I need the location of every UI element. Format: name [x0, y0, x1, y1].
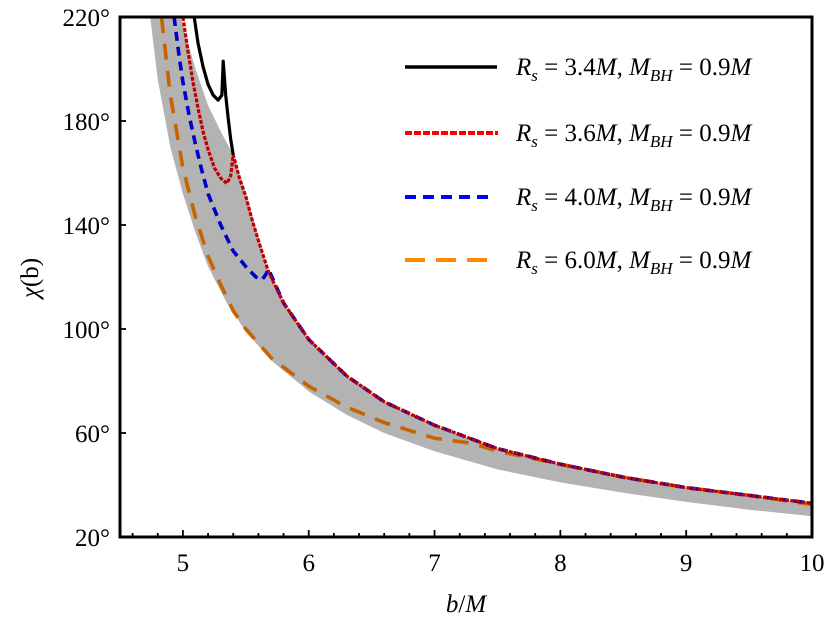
plot-frame: [118, 15, 814, 539]
y-tick-label: 220°: [63, 5, 111, 32]
legend-item-2: Rs = 3.6M, MBH = 0.9M: [405, 120, 752, 151]
legend-item-4: Rs = 6.0M, MBH = 0.9M: [405, 247, 752, 278]
axis-ticks: [120, 16, 813, 538]
series-line-2: [181, 17, 812, 505]
legend-label: Rs = 6.0M, MBH = 0.9M: [515, 247, 752, 278]
legend-label: Rs = 4.0M, MBH = 0.9M: [515, 184, 752, 215]
legend-item-3: Rs = 4.0M, MBH = 0.9M: [405, 184, 752, 215]
x-tick-label: 7: [428, 550, 441, 577]
y-tick-labels: 20° 60° 100° 140° 180° 220°: [63, 5, 111, 552]
x-tick-label: 6: [302, 550, 315, 577]
y-tick-label: 20°: [75, 525, 110, 552]
legend-label: Rs = 3.6M, MBH = 0.9M: [515, 120, 752, 151]
y-tick-label: 140°: [63, 213, 111, 240]
y-tick-label: 60°: [75, 421, 110, 448]
x-tick-label: 8: [554, 550, 567, 577]
y-tick-label: 100°: [63, 317, 111, 344]
legend: Rs = 3.4M, MBH = 0.9M Rs = 3.6M, MBH = 0.…: [405, 54, 752, 278]
legend-item-1: Rs = 3.4M, MBH = 0.9M: [405, 54, 752, 85]
data-series: [159, 17, 812, 507]
x-tick-label: 9: [680, 550, 693, 577]
series-line-1: [192, 17, 235, 156]
legend-label: Rs = 3.4M, MBH = 0.9M: [515, 54, 752, 85]
x-tick-labels: 5 6 7 8 9 10: [177, 550, 825, 577]
x-axis-label: b/M: [446, 591, 487, 618]
y-tick-label: 180°: [63, 109, 111, 136]
x-tick-label: 10: [800, 550, 825, 577]
x-tick-label: 5: [177, 550, 190, 577]
y-axis-label: χ(b): [17, 258, 44, 300]
